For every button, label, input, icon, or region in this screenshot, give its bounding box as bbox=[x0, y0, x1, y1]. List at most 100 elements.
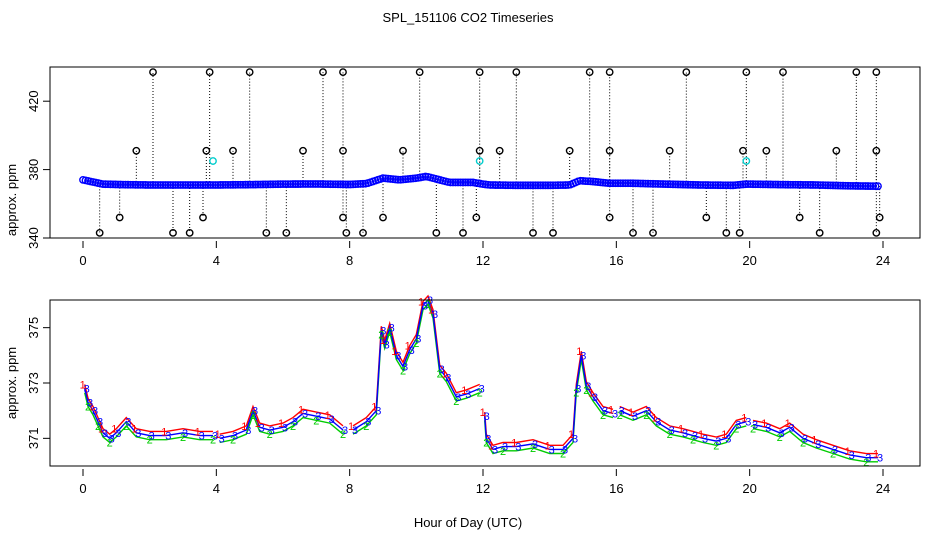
series-3-marker: 3 bbox=[725, 433, 731, 445]
baseline-point bbox=[446, 178, 455, 187]
baseline-point bbox=[799, 180, 807, 189]
series-3-line bbox=[619, 409, 747, 442]
x-axis-label: Hour of Day (UTC) bbox=[414, 515, 522, 530]
baseline-point bbox=[771, 180, 780, 189]
baseline-point bbox=[116, 180, 125, 189]
baseline-point bbox=[486, 181, 495, 189]
baseline-point bbox=[466, 178, 475, 187]
baseline-point bbox=[354, 180, 362, 188]
baseline-point bbox=[551, 181, 560, 190]
x-tick-label: 4 bbox=[213, 253, 220, 268]
series-2-marker: 2 bbox=[230, 435, 236, 447]
series-1-marker: 1 bbox=[131, 424, 137, 436]
baseline-point bbox=[556, 181, 565, 190]
series-3-marker: 3 bbox=[92, 406, 98, 418]
series-1-marker: 1 bbox=[98, 424, 104, 436]
baseline-point bbox=[224, 180, 232, 189]
series-1-marker: 1 bbox=[568, 429, 574, 441]
baseline-point bbox=[151, 181, 160, 189]
baseline-point bbox=[274, 180, 282, 189]
series-2-marker: 2 bbox=[107, 437, 113, 449]
baseline-point bbox=[769, 180, 777, 189]
spike-mid-point bbox=[399, 146, 407, 155]
baseline-point bbox=[261, 180, 270, 189]
baseline-point bbox=[489, 181, 497, 189]
baseline-point bbox=[641, 179, 650, 188]
baseline-point bbox=[854, 182, 862, 190]
baseline-point bbox=[299, 180, 307, 188]
baseline-point bbox=[509, 181, 517, 190]
baseline-point bbox=[349, 180, 357, 189]
baseline-point bbox=[789, 180, 797, 189]
baseline-point bbox=[219, 181, 227, 189]
baseline-point bbox=[684, 180, 692, 189]
baseline-point bbox=[339, 180, 347, 189]
baseline-point bbox=[161, 181, 170, 189]
baseline-point bbox=[689, 180, 697, 189]
series-3-marker: 3 bbox=[427, 295, 433, 307]
series-2-line bbox=[84, 392, 213, 444]
spike-mid-point bbox=[872, 146, 881, 155]
y-tick-label: 420 bbox=[26, 90, 41, 112]
baseline-point bbox=[341, 180, 350, 189]
baseline-point bbox=[306, 180, 315, 188]
series-3-marker: 3 bbox=[109, 433, 115, 445]
series-3-marker: 3 bbox=[97, 417, 103, 429]
series-2-marker: 2 bbox=[147, 435, 153, 447]
series-3-marker: 3 bbox=[619, 406, 625, 418]
series-1-marker: 1 bbox=[741, 413, 747, 425]
spike-high-point bbox=[339, 68, 347, 77]
baseline-point bbox=[136, 180, 145, 189]
series-3-marker: 3 bbox=[735, 420, 741, 432]
baseline-point bbox=[506, 181, 515, 190]
baseline-point bbox=[336, 180, 345, 189]
x-tick-label: 12 bbox=[476, 253, 490, 268]
baseline-point bbox=[331, 180, 340, 189]
series-1-marker: 1 bbox=[678, 424, 684, 436]
series-3-line bbox=[352, 298, 480, 431]
baseline-point bbox=[869, 182, 877, 191]
baseline-point bbox=[646, 179, 655, 188]
y-tick-label: 373 bbox=[26, 372, 41, 394]
baseline-point bbox=[711, 181, 720, 190]
series-3-marker: 3 bbox=[375, 406, 381, 418]
y-tick-label: 371 bbox=[26, 427, 41, 449]
series-3-marker: 3 bbox=[465, 389, 471, 401]
series-3-marker: 3 bbox=[832, 444, 838, 456]
series-1-marker: 1 bbox=[873, 449, 879, 461]
baseline-point bbox=[499, 181, 507, 190]
baseline-point bbox=[841, 181, 850, 190]
spike-mid-point bbox=[299, 146, 307, 155]
baseline-point bbox=[199, 181, 207, 189]
baseline-point bbox=[171, 181, 180, 189]
baseline-point bbox=[806, 181, 815, 189]
baseline-point bbox=[849, 181, 857, 190]
baseline-point bbox=[764, 180, 772, 189]
baseline-point bbox=[839, 181, 847, 190]
baseline-point bbox=[214, 181, 222, 189]
baseline-point bbox=[851, 182, 860, 190]
series-3-marker: 3 bbox=[692, 431, 698, 443]
baseline-point bbox=[706, 181, 715, 190]
x-tick-label: 16 bbox=[609, 481, 623, 496]
baseline-point bbox=[696, 181, 705, 189]
baseline-point bbox=[251, 180, 260, 189]
baseline-point bbox=[459, 178, 467, 187]
series-3-marker: 3 bbox=[445, 372, 451, 384]
series-2-marker: 2 bbox=[733, 424, 739, 436]
baseline-point bbox=[289, 180, 297, 188]
series-2-marker: 2 bbox=[378, 330, 384, 342]
x-tick-label: 20 bbox=[742, 253, 756, 268]
baseline-point bbox=[344, 180, 352, 189]
baseline-point bbox=[724, 181, 732, 190]
series-3-marker: 3 bbox=[395, 350, 401, 362]
series-1-marker: 1 bbox=[588, 388, 594, 400]
baseline-point bbox=[464, 178, 472, 187]
baseline-point bbox=[276, 180, 285, 189]
series-1-marker: 1 bbox=[348, 421, 354, 433]
baseline-point bbox=[691, 180, 700, 189]
spike-lines bbox=[99, 72, 881, 233]
series-3-marker: 3 bbox=[402, 361, 408, 373]
spike-mid-point bbox=[495, 146, 504, 155]
baseline-point bbox=[511, 181, 520, 190]
